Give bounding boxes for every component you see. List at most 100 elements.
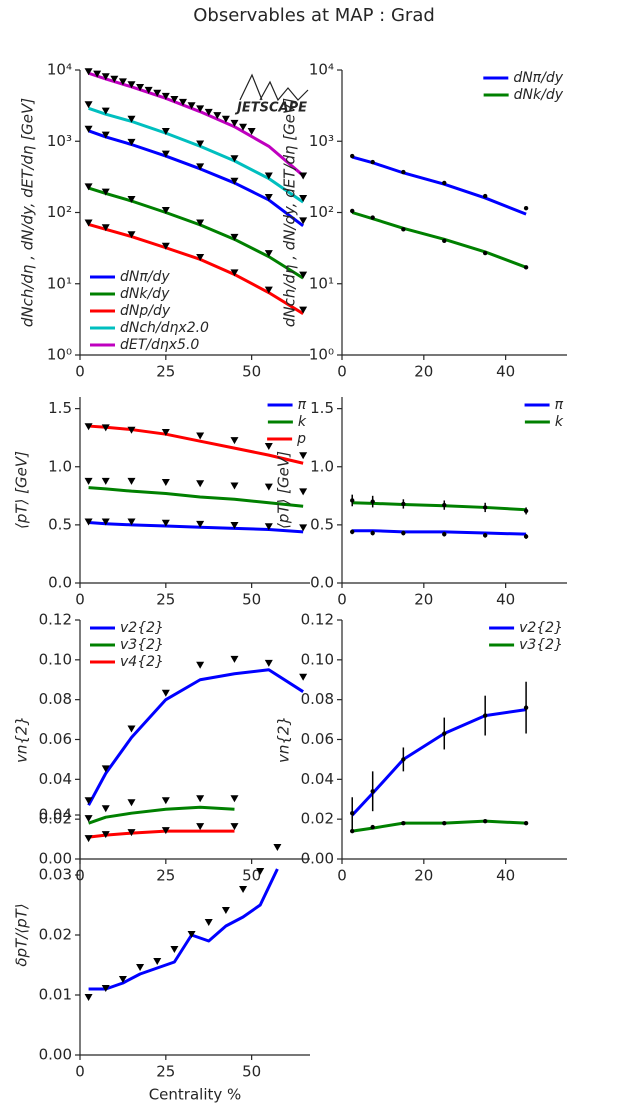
x-tick-label: 40 [496,867,515,885]
data-point [84,518,93,526]
data-point [221,115,230,123]
data-point [482,533,488,538]
data-point [187,102,196,110]
data-point [350,529,355,535]
data-point [523,705,529,710]
data-point [401,501,406,507]
data-point [118,78,127,86]
data-point [264,286,273,294]
data-point [118,976,127,983]
data-point [442,820,447,826]
data-point [93,70,102,78]
data-point [264,442,273,450]
data-point [161,242,170,250]
y-axis-label: dNch/dη , dN/dy, dET/dη [GeV] [281,98,299,327]
data-point [84,994,93,1001]
data-point [264,250,273,258]
logo: JETSCAPE [234,101,307,116]
y-tick-label: 0.00 [39,850,72,868]
x-tick-label: 25 [156,867,175,885]
x-tick-label: 40 [496,363,515,381]
legend-label: dNk/dy [120,286,170,302]
data-point [230,119,239,127]
data-point [482,713,488,718]
data-point [136,83,145,91]
x-tick-label: 0 [337,363,347,381]
data-point [230,269,239,277]
x-tick-label: 20 [414,363,433,381]
data-point [264,483,273,491]
data-point [350,208,355,214]
data-point [482,505,488,510]
legend-label: k [555,414,564,430]
x-tick-label: 20 [414,591,433,609]
data-point [299,488,308,496]
data-point [350,498,355,503]
data-point [230,823,239,831]
y-tick-label: 10² [309,203,334,221]
data-point [84,125,93,133]
data-point [299,673,308,681]
data-point [84,183,93,191]
data-point [442,238,447,244]
data-point [153,958,162,965]
data-point [101,188,110,196]
data-point [196,219,205,227]
data-point [196,432,205,440]
y-tick-label: 0.03 [39,866,72,884]
data-point [84,835,93,843]
data-point [299,172,308,180]
model-line [88,868,279,991]
data-point [401,169,406,175]
data-point [101,985,110,992]
y-tick-label: 0.08 [39,690,72,708]
data-point [127,799,136,807]
data-point [136,964,145,971]
y-tick-label: 0.5 [48,515,72,533]
y-tick-label: 0.06 [301,730,334,748]
data-point [370,789,375,794]
data-point [230,655,239,663]
x-tick-label: 50 [242,363,261,381]
legend-label: v4{2} [120,654,164,670]
data-point [350,828,355,834]
y-tick-label: 0.12 [301,611,334,629]
data-point [523,265,529,270]
y-axis-label: vn{2} [275,716,293,763]
legend-label: π [555,397,564,413]
data-point [299,452,308,460]
data-point [230,522,239,530]
y-axis-label: dNch/dη , dN/dy, dET/dη [GeV] [19,98,37,327]
x-tick-label: 40 [496,591,515,609]
data-point [170,95,179,103]
model-line [88,222,304,315]
x-tick-label: 25 [156,1063,175,1081]
data-point [523,205,529,211]
model-line [88,805,235,825]
data-point [482,193,488,199]
data-point [273,844,282,851]
x-tick-label: 0 [75,1063,85,1081]
data-point [101,224,110,232]
y-axis-label: δpT/⟨pT⟩ [13,903,31,966]
data-point [264,659,273,667]
data-point [196,795,205,803]
data-point [84,68,93,76]
data-point [110,75,119,83]
data-point [161,92,170,100]
x-tick-label: 50 [242,591,261,609]
y-tick-label: 0.06 [39,730,72,748]
y-tick-label: 0.5 [310,515,334,533]
data-point [264,172,273,180]
model-line [88,186,304,280]
data-point [401,757,406,762]
data-point [299,217,308,225]
data-point [127,81,136,89]
data-point [442,531,447,537]
model-line [88,521,304,534]
legend-label: v3{2} [519,637,563,653]
data-point [230,233,239,241]
x-tick-label: 0 [75,591,85,609]
data-point [161,206,170,214]
